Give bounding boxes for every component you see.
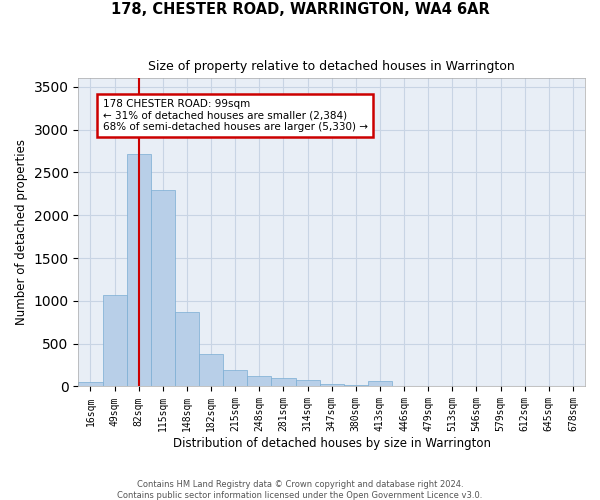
Text: Contains HM Land Registry data © Crown copyright and database right 2024.
Contai: Contains HM Land Registry data © Crown c…	[118, 480, 482, 500]
Bar	[296, 380, 320, 386]
Bar	[199, 354, 223, 386]
Bar	[175, 312, 199, 386]
Bar	[320, 384, 344, 386]
Bar	[151, 190, 175, 386]
Text: 178, CHESTER ROAD, WARRINGTON, WA4 6AR: 178, CHESTER ROAD, WARRINGTON, WA4 6AR	[110, 2, 490, 18]
Bar	[127, 154, 151, 386]
Y-axis label: Number of detached properties: Number of detached properties	[15, 140, 28, 326]
Bar	[247, 376, 271, 386]
Bar	[271, 378, 296, 386]
Bar	[223, 370, 247, 386]
Text: 178 CHESTER ROAD: 99sqm
← 31% of detached houses are smaller (2,384)
68% of semi: 178 CHESTER ROAD: 99sqm ← 31% of detache…	[103, 99, 368, 132]
Bar	[368, 382, 392, 386]
Bar	[344, 385, 368, 386]
Bar	[79, 382, 103, 386]
Title: Size of property relative to detached houses in Warrington: Size of property relative to detached ho…	[148, 60, 515, 73]
Bar	[103, 295, 127, 386]
X-axis label: Distribution of detached houses by size in Warrington: Distribution of detached houses by size …	[173, 437, 491, 450]
